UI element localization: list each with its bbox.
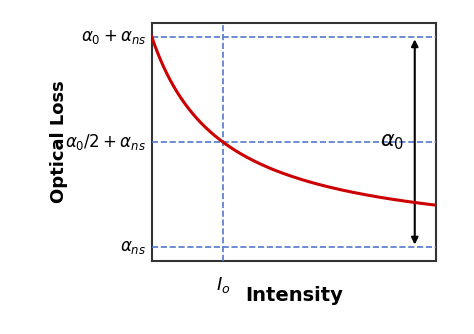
Text: $\alpha_0$: $\alpha_0$	[380, 132, 404, 152]
Text: $\alpha_0/2 + \alpha_{ns}$: $\alpha_0/2 + \alpha_{ns}$	[65, 132, 146, 152]
Y-axis label: Optical Loss: Optical Loss	[50, 80, 68, 203]
Text: $I_o$: $I_o$	[216, 275, 230, 295]
Text: $\alpha_{ns}$: $\alpha_{ns}$	[120, 238, 146, 257]
Text: $\alpha_0 + \alpha_{ns}$: $\alpha_0 + \alpha_{ns}$	[81, 27, 146, 45]
X-axis label: Intensity: Intensity	[245, 286, 343, 305]
